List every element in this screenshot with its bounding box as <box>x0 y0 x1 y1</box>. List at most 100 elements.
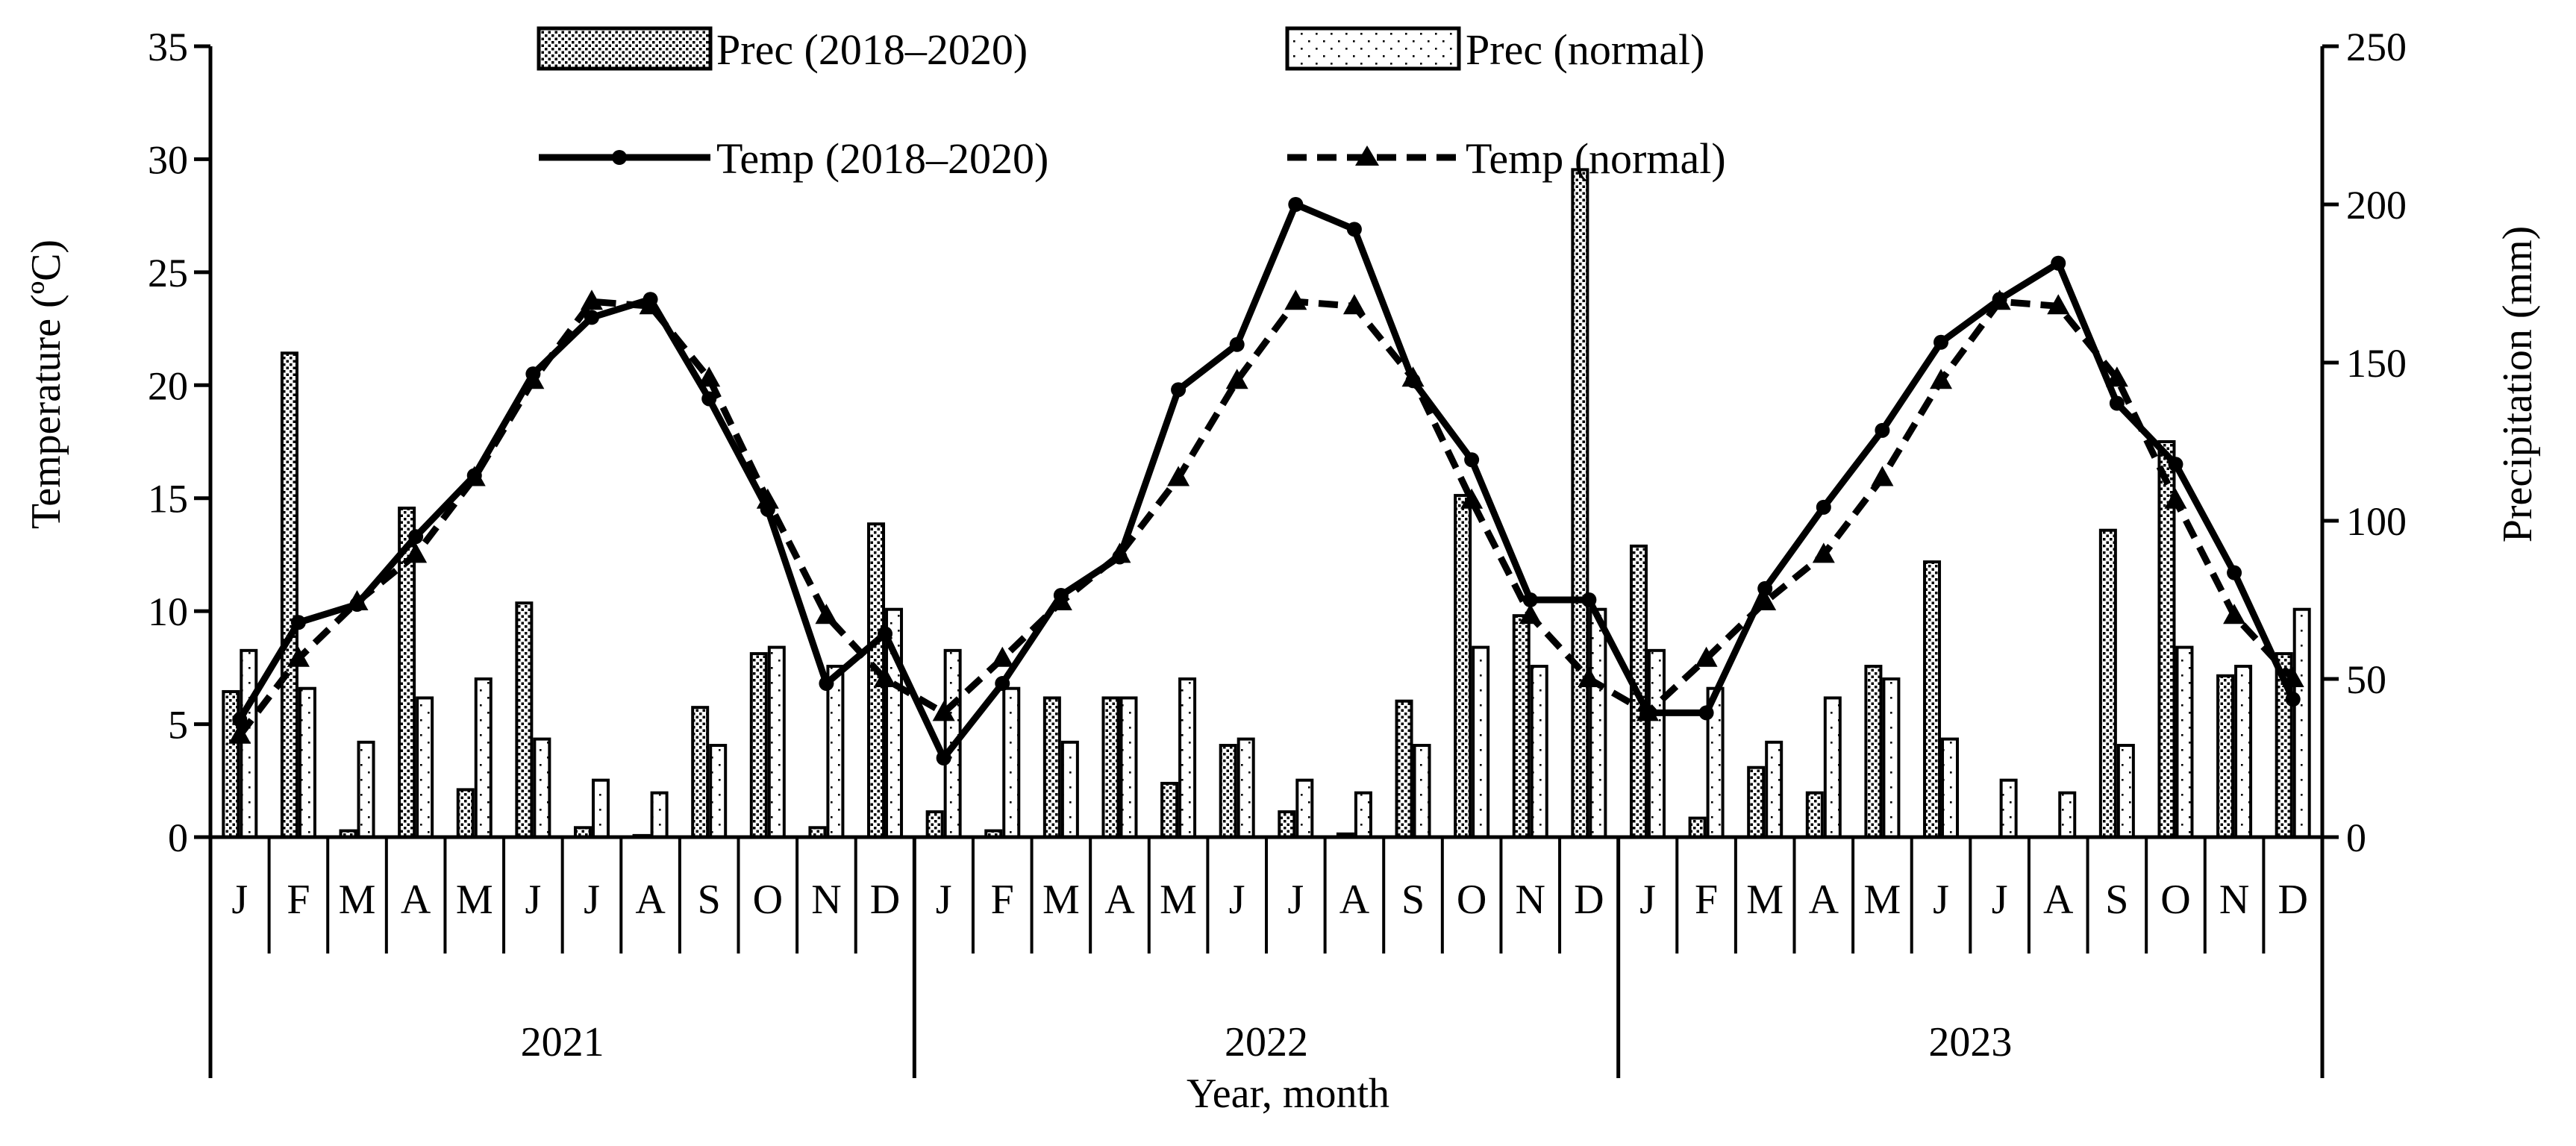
y-axis-right-title: Precipitation (mm) <box>2495 226 2541 543</box>
temp-observed-point <box>1112 549 1128 565</box>
bar-prec-observed <box>2098 528 2117 839</box>
legend-swatch-prec-observed <box>537 26 713 71</box>
right-tick-label: 100 <box>2346 499 2407 544</box>
month-label: J <box>1287 877 1304 923</box>
temp-normal-point <box>932 701 955 721</box>
bar-prec-observed <box>925 810 944 839</box>
month-label: O <box>2160 877 2190 923</box>
temp-observed-point <box>878 626 893 642</box>
temp-observed-point <box>2109 395 2125 411</box>
month-label: A <box>401 877 431 923</box>
month-label: A <box>2043 877 2074 923</box>
bar-prec-observed <box>1805 791 1824 839</box>
temp-observed-point <box>701 391 717 407</box>
legend: Prec (2018–2020) Prec (normal) Temp (201… <box>537 25 1726 183</box>
temp-normal-point <box>1225 369 1248 389</box>
bar-prec-normal <box>2116 744 2135 839</box>
month-label: A <box>635 877 666 923</box>
temp-normal-point <box>815 604 838 624</box>
temp-normal-point <box>1812 542 1835 563</box>
month-label: A <box>1104 877 1135 923</box>
legend-label-prec-observed: Prec (2018–2020) <box>716 25 1028 74</box>
temp-normal-point <box>1871 466 1894 486</box>
year-label: 2023 <box>1928 1019 2012 1065</box>
bar-prec-normal <box>1765 740 1783 839</box>
temp-observed-point <box>2285 692 2301 707</box>
month-label: D <box>2278 877 2307 923</box>
year-labels: 2021 2022 2023 <box>521 1019 2013 1065</box>
month-label: J <box>525 877 541 923</box>
month-label: M <box>1160 877 1197 923</box>
month-label: M <box>456 877 493 923</box>
bar-prec-observed <box>691 706 710 839</box>
bar-prec-normal <box>767 645 786 839</box>
x-axis-title: Year, month <box>1187 1071 1389 1117</box>
temp-observed-point <box>525 366 541 382</box>
bar-prec-observed <box>1688 816 1707 839</box>
temp-observed-point <box>760 501 775 517</box>
bar-prec-normal <box>298 686 316 839</box>
temp-observed-point <box>232 712 248 727</box>
bar-prec-normal <box>2234 665 2253 839</box>
temp-observed-point <box>819 676 834 692</box>
temp-observed-point <box>2051 255 2066 271</box>
month-label: J <box>1992 877 2008 923</box>
month-label: A <box>1339 877 1370 923</box>
month-label: F <box>991 877 1014 923</box>
month-label: F <box>1695 877 1718 923</box>
bar-prec-observed <box>1923 560 1942 839</box>
temp-observed-point <box>1346 222 1362 237</box>
bar-prec-observed <box>1454 494 1472 839</box>
bar-prec-normal <box>2058 791 2077 839</box>
bar-prec-observed <box>1101 696 1120 839</box>
bar-prec-observed <box>2216 674 2235 839</box>
legend-swatch-prec-normal <box>1285 26 1461 71</box>
temp-observed-point <box>1288 197 1304 212</box>
bar-prec-observed <box>1571 168 1589 839</box>
temp-normal-point <box>1930 369 1953 389</box>
temp-observed-point <box>936 751 951 765</box>
bar-prec-normal <box>1295 778 1314 839</box>
month-label: M <box>1864 877 1901 923</box>
month-label: D <box>870 877 900 923</box>
bar-prec-normal <box>2175 645 2194 839</box>
legend-marker-temp-normal <box>1355 145 1379 166</box>
temp-observed-point <box>1229 336 1245 352</box>
temp-observed-point <box>1698 705 1714 721</box>
month-label: S <box>698 877 721 923</box>
temp-normal-point <box>698 366 721 387</box>
left-tick-label: 30 <box>148 137 188 182</box>
temp-normal-point <box>404 542 428 563</box>
temp-observed-point <box>1171 382 1187 398</box>
bar-prec-normal <box>1002 686 1021 839</box>
bar-prec-normal <box>826 665 845 839</box>
bar-prec-normal <box>1119 696 1138 839</box>
temp-normal-line <box>237 298 2296 738</box>
bar-prec-observed <box>1278 810 1296 839</box>
temp-normal-point <box>1460 488 1484 509</box>
month-label: D <box>1574 877 1604 923</box>
bar-prec-normal <box>1237 737 1255 839</box>
month-label: J <box>1639 877 1656 923</box>
temp-observed-point <box>1522 592 1538 607</box>
bar-prec-observed <box>1042 696 1061 839</box>
bar-prec-observed <box>1864 665 1883 839</box>
temp-observed-point <box>290 615 306 630</box>
left-tick-label: 35 <box>148 25 188 69</box>
month-label: S <box>2105 877 2128 923</box>
temp-normal-point <box>2164 488 2187 509</box>
bar-prec-normal <box>1530 665 1548 839</box>
left-tick-label: 25 <box>148 251 188 295</box>
month-label: M <box>339 877 376 923</box>
year-label: 2021 <box>521 1019 604 1065</box>
right-tick-label: 0 <box>2346 815 2366 860</box>
temp-observed-point <box>2227 565 2242 580</box>
legend-marker-temp-observed <box>612 150 627 165</box>
left-axis-ticks: 0 5 10 15 20 25 30 35 <box>148 25 210 860</box>
bar-prec-normal <box>591 778 610 839</box>
temp-observed-point <box>1875 422 1890 438</box>
bar-prec-observed <box>1395 699 1413 839</box>
temp-normal-point <box>2223 604 2246 624</box>
temp-normal-point <box>1695 646 1718 667</box>
